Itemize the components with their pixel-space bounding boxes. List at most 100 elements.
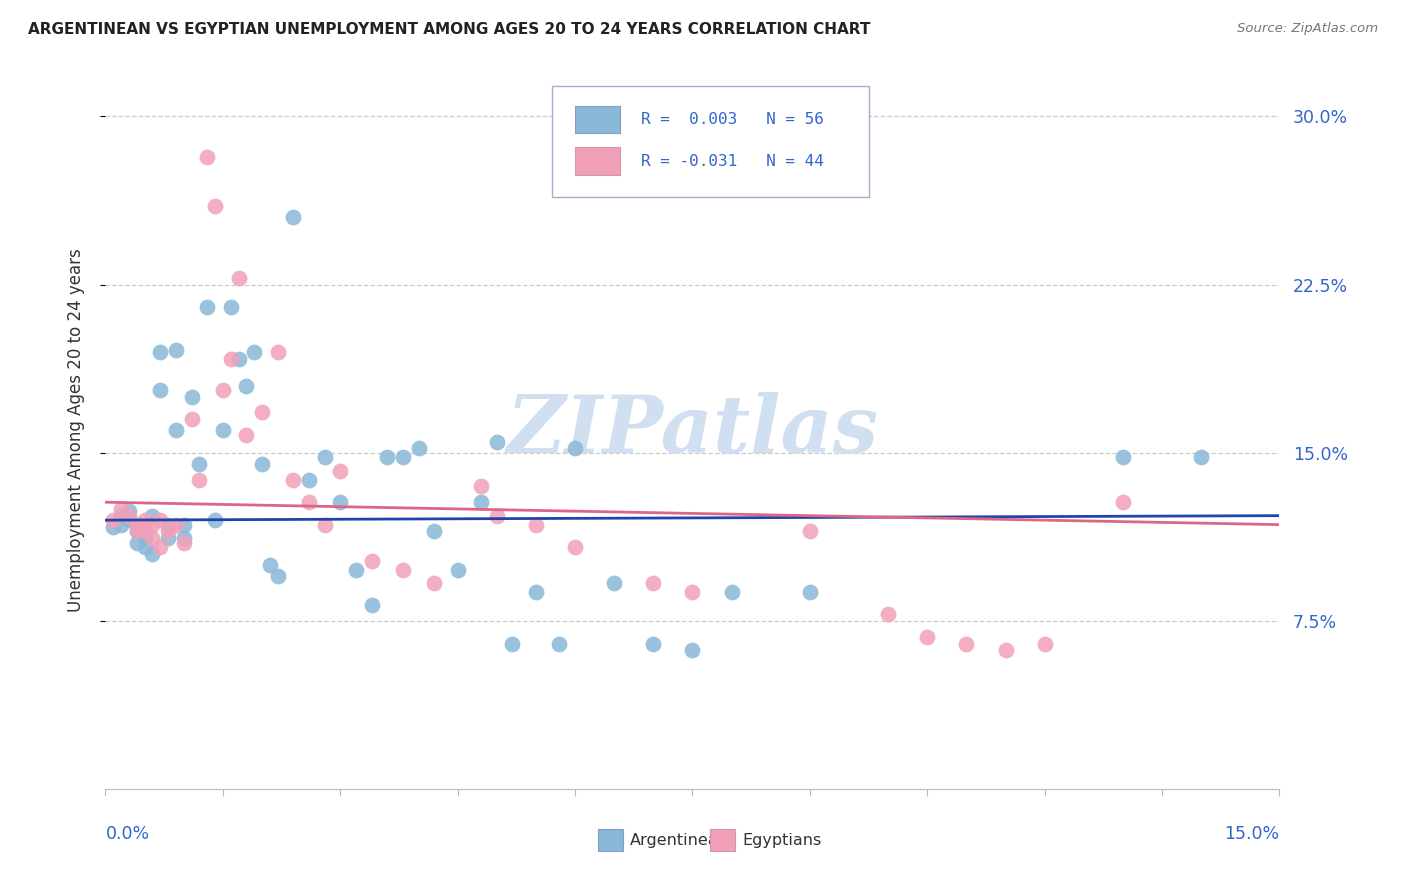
Text: ZIPatlas: ZIPatlas bbox=[506, 392, 879, 469]
Point bbox=[485, 434, 508, 449]
Point bbox=[470, 495, 492, 509]
Point bbox=[470, 479, 492, 493]
Point bbox=[250, 405, 273, 419]
Point bbox=[165, 517, 187, 532]
Point bbox=[149, 540, 172, 554]
Point bbox=[125, 535, 148, 549]
Point bbox=[681, 585, 703, 599]
Point bbox=[110, 508, 132, 523]
Point bbox=[173, 531, 195, 545]
Point bbox=[211, 383, 233, 397]
Point bbox=[329, 464, 352, 478]
Point bbox=[157, 524, 180, 539]
Point bbox=[994, 643, 1017, 657]
Point bbox=[165, 424, 187, 438]
Point bbox=[314, 517, 336, 532]
Point bbox=[548, 636, 571, 650]
Text: ARGENTINEAN VS EGYPTIAN UNEMPLOYMENT AMONG AGES 20 TO 24 YEARS CORRELATION CHART: ARGENTINEAN VS EGYPTIAN UNEMPLOYMENT AMO… bbox=[28, 22, 870, 37]
Point bbox=[235, 428, 257, 442]
Point bbox=[157, 517, 180, 532]
Point bbox=[877, 607, 900, 622]
Point bbox=[446, 562, 468, 576]
Text: Source: ZipAtlas.com: Source: ZipAtlas.com bbox=[1237, 22, 1378, 36]
Point bbox=[564, 540, 586, 554]
Point bbox=[149, 344, 172, 359]
Text: Egyptians: Egyptians bbox=[742, 833, 821, 847]
Point bbox=[228, 351, 250, 366]
Point bbox=[298, 473, 321, 487]
Point bbox=[228, 270, 250, 285]
Point bbox=[314, 450, 336, 465]
Point bbox=[195, 300, 218, 314]
Point bbox=[219, 351, 242, 366]
Point bbox=[211, 424, 233, 438]
Point bbox=[173, 535, 195, 549]
Point bbox=[165, 343, 187, 357]
Point bbox=[1189, 450, 1212, 465]
Text: Argentineans: Argentineans bbox=[630, 833, 737, 847]
Point bbox=[423, 524, 446, 539]
Point bbox=[259, 558, 281, 572]
Point bbox=[134, 513, 156, 527]
Point bbox=[125, 517, 148, 532]
Point bbox=[141, 508, 163, 523]
Point bbox=[1033, 636, 1056, 650]
Point bbox=[243, 344, 266, 359]
Text: R =  0.003   N = 56: R = 0.003 N = 56 bbox=[641, 112, 824, 127]
Point bbox=[134, 522, 156, 536]
Bar bbox=[575, 147, 620, 175]
Point bbox=[681, 643, 703, 657]
Point bbox=[375, 450, 398, 465]
Point bbox=[423, 576, 446, 591]
Point bbox=[266, 344, 288, 359]
Point bbox=[149, 383, 172, 397]
Point bbox=[955, 636, 977, 650]
Point bbox=[298, 495, 321, 509]
Point bbox=[524, 585, 547, 599]
Point bbox=[250, 457, 273, 471]
Point bbox=[360, 599, 382, 613]
Point bbox=[392, 450, 415, 465]
Point bbox=[643, 636, 665, 650]
Point bbox=[603, 576, 626, 591]
Point bbox=[799, 585, 821, 599]
Point bbox=[103, 513, 125, 527]
Point bbox=[501, 636, 523, 650]
Point bbox=[118, 508, 141, 523]
Point bbox=[195, 150, 218, 164]
Point bbox=[110, 502, 132, 516]
Point bbox=[266, 569, 288, 583]
Point bbox=[283, 211, 305, 225]
Point bbox=[1112, 450, 1135, 465]
Point bbox=[180, 412, 202, 426]
Point bbox=[344, 562, 367, 576]
Point bbox=[141, 531, 163, 545]
Point bbox=[204, 199, 226, 213]
Point bbox=[110, 517, 132, 532]
Point bbox=[564, 442, 586, 456]
Point bbox=[408, 442, 430, 456]
Point bbox=[235, 378, 257, 392]
Point bbox=[720, 585, 742, 599]
Point bbox=[643, 576, 665, 591]
Point bbox=[134, 540, 156, 554]
Point bbox=[219, 300, 242, 314]
Text: 15.0%: 15.0% bbox=[1225, 825, 1279, 843]
Point bbox=[149, 513, 172, 527]
Point bbox=[103, 520, 125, 534]
Point bbox=[141, 517, 163, 532]
Point bbox=[524, 517, 547, 532]
Point bbox=[173, 517, 195, 532]
Point bbox=[485, 508, 508, 523]
Point bbox=[157, 531, 180, 545]
Y-axis label: Unemployment Among Ages 20 to 24 years: Unemployment Among Ages 20 to 24 years bbox=[66, 249, 84, 612]
Point bbox=[118, 504, 141, 518]
Point bbox=[118, 513, 141, 527]
Point bbox=[141, 547, 163, 561]
Point bbox=[134, 531, 156, 545]
Point bbox=[360, 553, 382, 567]
Point bbox=[1112, 495, 1135, 509]
Text: R = -0.031   N = 44: R = -0.031 N = 44 bbox=[641, 153, 824, 169]
FancyBboxPatch shape bbox=[551, 86, 869, 197]
Point bbox=[283, 473, 305, 487]
